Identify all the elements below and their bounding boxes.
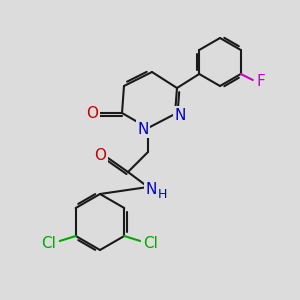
Text: O: O (94, 148, 106, 163)
Text: H: H (157, 188, 167, 202)
Text: N: N (137, 122, 149, 136)
Text: Cl: Cl (143, 236, 158, 250)
Text: N: N (174, 107, 186, 122)
Text: F: F (256, 74, 265, 89)
Text: O: O (86, 106, 98, 121)
Text: N: N (145, 182, 157, 196)
Text: Cl: Cl (41, 236, 56, 250)
